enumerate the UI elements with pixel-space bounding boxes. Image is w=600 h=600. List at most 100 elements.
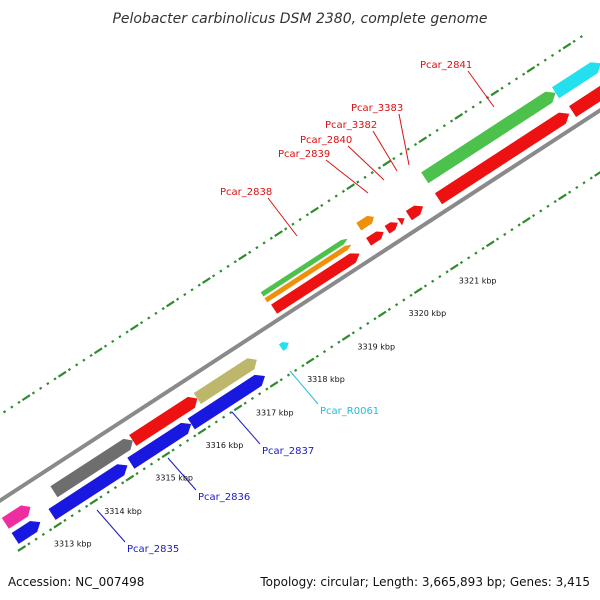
outer-tick-mark — [543, 58, 547, 62]
gene-label-pcar-r0061[interactable]: Pcar_R0061 — [320, 406, 379, 417]
inner-tick-mark — [467, 256, 471, 260]
inner-tick-mark — [517, 223, 521, 227]
outer-tick-mark — [57, 370, 67, 378]
label-connector — [347, 145, 385, 181]
inner-tick-mark — [594, 171, 600, 177]
outer-tick-mark — [572, 39, 576, 43]
outer-tick-mark — [125, 330, 129, 334]
inner-tick-mark — [53, 521, 63, 529]
inner-tick-mark — [305, 357, 315, 365]
outer-tick-mark — [399, 152, 403, 156]
inner-tick-mark — [113, 485, 118, 490]
outer-tick-mark — [262, 241, 266, 245]
outer-tick-mark — [166, 300, 175, 308]
inner-tick-mark — [89, 498, 99, 505]
inner-tick-mark — [423, 284, 428, 288]
scale-label: 3316 kbp — [206, 441, 244, 450]
gene-label-pcar-2835[interactable]: Pcar_2835 — [127, 544, 179, 555]
outer-tick-mark — [103, 344, 108, 348]
gene-arrow-red-edge — [569, 85, 600, 117]
inner-tick-mark — [258, 392, 262, 396]
outer-tick-mark — [490, 89, 500, 97]
inner-tick-mark — [366, 321, 370, 326]
scale-label-layer: 3313 kbp 3314 kbp 3315 kbp 3316 kbp 3317 kbp… — [54, 276, 497, 548]
outer-tick-mark — [382, 159, 392, 167]
gene-label-pcar-2840[interactable]: Pcar_2840 — [300, 135, 352, 146]
outer-tick-mark — [320, 203, 324, 208]
gene-label-pcar-3383[interactable]: Pcar_3383 — [351, 103, 403, 114]
gene-label-pcar-2839[interactable]: Pcar_2839 — [278, 149, 330, 160]
gene-label-pcar-2837[interactable]: Pcar_2837 — [262, 446, 314, 457]
outer-tick-mark — [579, 35, 583, 39]
gene-label-pcar-2841[interactable]: Pcar_2841 — [420, 60, 472, 71]
inner-tick-mark — [510, 228, 514, 232]
label-connector — [398, 113, 410, 166]
outer-tick-mark — [562, 42, 572, 50]
gene-arrow-pcar-3382 — [384, 222, 398, 234]
outer-tick-mark — [298, 217, 302, 222]
gene-arrow-blue-edge — [11, 521, 41, 544]
outer-tick-mark — [46, 382, 50, 386]
outer-tick-mark — [39, 386, 43, 390]
inner-tick-mark — [337, 340, 341, 344]
outer-tick-mark — [226, 264, 230, 268]
inner-tick-mark — [315, 354, 319, 358]
rna-marker-pcar-r0061 — [278, 342, 289, 351]
inner-tick-mark — [387, 307, 391, 311]
outer-tick-mark — [363, 175, 367, 179]
inner-tick-mark — [358, 326, 363, 330]
inner-tick-mark — [269, 381, 279, 388]
backbone-line — [0, 107, 600, 503]
inner-tick-mark — [474, 251, 478, 255]
inner-tick-mark — [373, 317, 377, 321]
inner-tick-mark — [413, 287, 423, 295]
outer-tick-mark — [197, 283, 201, 287]
label-connector — [267, 197, 298, 237]
gene-arrow-pcar-2841 — [421, 91, 556, 184]
outer-tick-mark — [67, 367, 72, 372]
inner-tick-mark — [485, 240, 495, 248]
outer-tick-mark — [356, 180, 360, 184]
label-connector — [467, 70, 495, 108]
gene-arrow-pcar-2837 — [129, 396, 198, 446]
outer-tick-mark — [392, 156, 396, 161]
inner-tick-mark — [157, 457, 161, 461]
gene-label-pcar-2838[interactable]: Pcar_2838 — [220, 187, 272, 198]
gene-label-pcar-2836[interactable]: Pcar_2836 — [198, 492, 250, 503]
outer-tick-mark — [478, 100, 482, 104]
inner-tick-mark — [171, 448, 175, 452]
inner-tick-mark — [575, 185, 579, 190]
inner-tick-mark — [286, 373, 291, 377]
gene-label-pcar-3382[interactable]: Pcar_3382 — [325, 120, 377, 131]
gene-arrow-pcar-3383 — [397, 217, 405, 226]
gene-label-layer: Pcar_2841 Pcar_3383 Pcar_3382 Pcar_2840 Pcar… — [127, 60, 472, 555]
outer-tick-mark — [202, 277, 211, 284]
gene-arrow-pcar-2838-red — [271, 253, 360, 314]
inner-tick-mark — [394, 303, 399, 307]
outer-tick-mark — [305, 213, 309, 217]
inner-tick-mark — [330, 345, 334, 349]
inner-tick-mark — [495, 237, 500, 241]
scale-label: 3317 kbp — [256, 408, 294, 417]
inner-tick-mark — [27, 542, 31, 546]
inner-tick-mark — [539, 209, 543, 213]
tick-marks-layer — [2, 35, 600, 552]
label-connector — [167, 457, 197, 491]
inner-tick-mark — [178, 443, 182, 447]
outer-tick-mark — [89, 353, 93, 358]
outer-tick-mark — [154, 311, 158, 315]
inner-tick-mark — [553, 199, 557, 204]
inner-tick-mark — [63, 518, 67, 522]
label-connector — [289, 370, 319, 405]
scale-label: 3321 kbp — [459, 276, 497, 285]
inner-tick-mark — [106, 490, 110, 494]
inner-tick-mark — [301, 364, 305, 368]
inner-tick-mark — [531, 214, 536, 218]
label-connector — [96, 509, 126, 543]
outer-tick-mark — [471, 105, 475, 109]
outer-tick-mark — [507, 81, 511, 86]
outer-tick-mark — [75, 363, 79, 367]
outer-tick-mark — [558, 49, 562, 53]
label-connector-layer — [96, 70, 495, 543]
inner-tick-mark — [409, 293, 413, 297]
